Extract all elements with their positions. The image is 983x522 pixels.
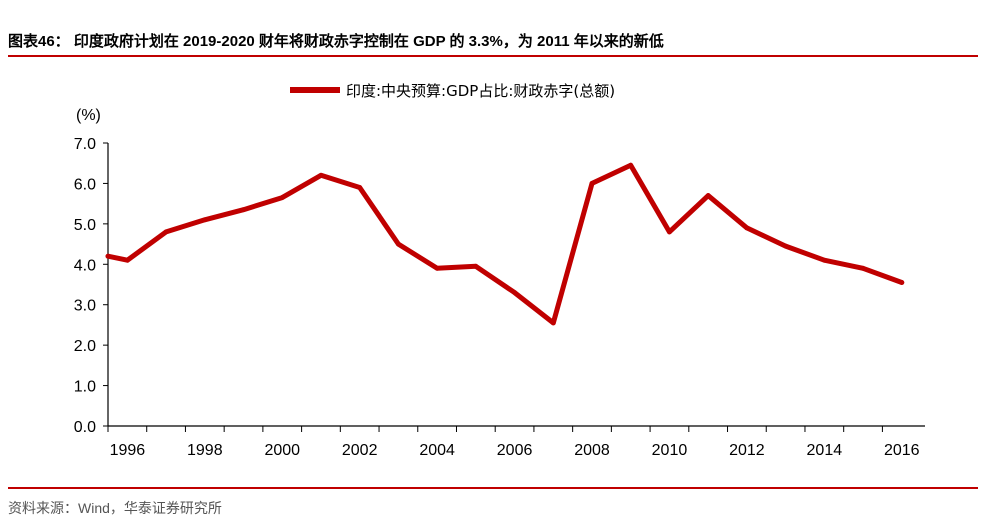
data-point	[396, 241, 401, 247]
source-divider	[8, 487, 978, 489]
y-axis-unit: (%)	[76, 107, 101, 124]
data-point	[105, 253, 111, 259]
data-point	[821, 257, 827, 263]
x-tick-label: 2006	[497, 442, 533, 459]
x-tick-label: 2000	[264, 442, 300, 459]
source-note: 资料来源：Wind，华泰证券研究所	[8, 500, 222, 516]
legend-label: 印度:中央预算:GDP占比:财政赤字(总额)	[346, 82, 615, 100]
series-points	[105, 162, 905, 326]
x-tick-label: 2008	[574, 442, 610, 459]
data-point	[550, 320, 556, 326]
title-divider	[8, 55, 978, 57]
y-tick-label: 0.0	[74, 419, 96, 436]
data-point	[163, 229, 169, 235]
x-tick-label: 1998	[187, 442, 223, 459]
data-point	[667, 229, 672, 235]
data-point	[434, 265, 440, 271]
y-axis: 0.0 1.0 2.0 3.0 4.0 5.0 6.0 7.0	[74, 136, 109, 436]
data-point	[241, 207, 246, 213]
y-tick-label: 3.0	[74, 298, 96, 315]
figure-title: 图表46： 印度政府计划在 2019-2020 财年将财政赤字控制在 GDP 的…	[8, 33, 664, 50]
data-point	[202, 217, 208, 223]
y-tick-label: 2.0	[74, 338, 96, 355]
y-tick-label: 4.0	[74, 257, 96, 274]
data-point	[744, 225, 750, 231]
data-point	[589, 181, 595, 186]
data-point	[860, 265, 866, 271]
data-point	[705, 193, 711, 198]
data-point	[124, 257, 130, 263]
x-tick-label: 2004	[419, 442, 455, 459]
y-tick-label: 1.0	[74, 379, 96, 396]
x-axis: 1996 1998 2000 2002 2004 2006 2008 2010 2012 2014…	[107, 425, 925, 459]
y-tick-label: 6.0	[74, 176, 96, 193]
legend: 印度:中央预算:GDP占比:财政赤字(总额)	[290, 82, 615, 100]
x-tick-label: 2016	[884, 442, 920, 459]
line-chart: 印度:中央预算:GDP占比:财政赤字(总额) (%) 0.0 1.0 2.0 3.0 4…	[74, 82, 925, 459]
data-point	[357, 185, 363, 190]
x-tick-label: 2010	[652, 442, 688, 459]
series-line	[105, 162, 905, 326]
data-point	[318, 172, 324, 178]
x-tick-label: 2002	[342, 442, 378, 459]
y-tick-label: 5.0	[74, 217, 96, 234]
x-tick-label: 2012	[729, 442, 765, 459]
x-tick-label: 2014	[807, 442, 843, 459]
x-tick-label: 1996	[110, 442, 146, 459]
y-tick-label: 7.0	[74, 136, 96, 153]
data-point	[628, 162, 634, 168]
data-point	[473, 263, 479, 269]
data-point	[783, 243, 789, 249]
data-point	[899, 280, 905, 285]
data-point	[512, 290, 517, 295]
data-point	[279, 195, 285, 200]
